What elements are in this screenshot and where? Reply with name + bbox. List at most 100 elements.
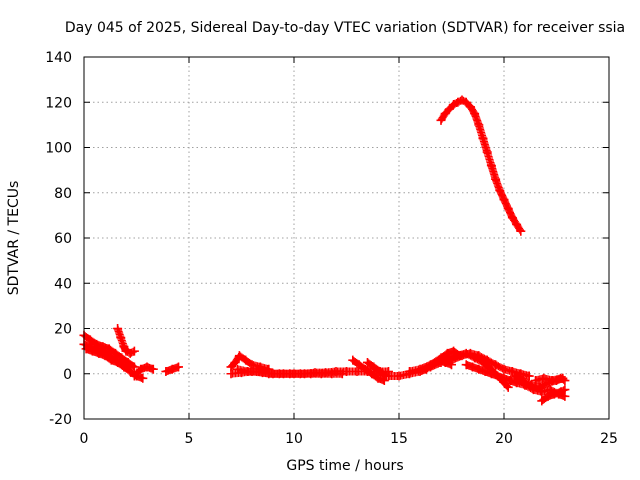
data-point: [87, 346, 97, 356]
data-point: [537, 396, 547, 406]
data-point: [234, 351, 244, 361]
data-point: [474, 351, 484, 361]
data-point: [499, 195, 509, 205]
data-point: [474, 364, 484, 374]
data-point: [491, 174, 501, 184]
data-point: [482, 355, 492, 365]
data-point: [436, 357, 446, 367]
data-point: [547, 376, 557, 386]
data-point: [119, 362, 129, 372]
y-axis-ticks: -20 0 20 40 60 80 100 120 140: [45, 50, 609, 428]
y-tick-label: 140: [45, 50, 72, 66]
data-point: [478, 133, 488, 143]
data-point: [264, 369, 274, 379]
series-track-4: [113, 324, 139, 358]
y-tick-label: -20: [49, 412, 72, 428]
data-point: [306, 369, 316, 379]
data-point: [81, 344, 91, 354]
plot-frame: [83, 56, 610, 420]
data-point: [549, 389, 559, 399]
y-tick-label: 0: [63, 367, 72, 383]
data-point: [243, 366, 253, 376]
x-tick-label: 0: [80, 431, 89, 447]
data-point: [539, 373, 549, 383]
data-point: [507, 213, 517, 223]
data-point: [174, 362, 183, 372]
data-point: [510, 371, 519, 381]
data-points: [79, 95, 570, 406]
data-point: [470, 109, 480, 119]
data-point: [560, 376, 570, 386]
data-point: [482, 147, 492, 157]
data-point: [543, 391, 553, 401]
data-point: [461, 360, 471, 370]
data-point: [373, 373, 383, 383]
data-point: [503, 382, 513, 392]
data-point: [113, 357, 123, 367]
data-point: [493, 371, 503, 381]
data-point: [369, 362, 379, 372]
y-tick-label: 60: [54, 231, 72, 247]
series-track-9: [232, 364, 347, 379]
data-point: [468, 362, 477, 372]
data-point: [461, 97, 471, 107]
series-track-20: [537, 385, 570, 406]
data-point: [507, 366, 517, 376]
data-point: [167, 364, 177, 374]
data-point: [226, 369, 236, 379]
x-axis-label: GPS time / hours: [286, 458, 403, 474]
data-point: [113, 324, 123, 333]
data-point: [295, 369, 305, 379]
series-track-15: [447, 348, 534, 381]
data-point: [352, 366, 362, 376]
data-point: [106, 355, 116, 365]
data-point: [486, 161, 496, 171]
grid: [84, 57, 609, 419]
data-point: [394, 371, 404, 381]
data-point: [241, 355, 251, 365]
data-point: [148, 364, 158, 374]
y-tick-label: 20: [54, 322, 72, 338]
data-point: [465, 102, 475, 112]
data-point: [520, 380, 530, 390]
data-point: [363, 357, 372, 367]
data-point: [480, 366, 490, 376]
data-point: [348, 355, 358, 365]
data-point: [316, 369, 326, 379]
series-track-17: [436, 95, 526, 236]
data-point: [125, 366, 135, 376]
data-point: [375, 366, 385, 376]
data-point: [138, 373, 148, 383]
data-point: [531, 376, 540, 386]
data-point: [100, 351, 110, 361]
data-point: [447, 355, 456, 365]
x-axis-ticks: 0 5 10 15 20 25: [80, 57, 618, 447]
data-point: [560, 385, 570, 395]
data-point: [253, 366, 263, 376]
series-track-3: [81, 344, 148, 383]
data-point: [486, 369, 496, 379]
data-point: [499, 373, 509, 383]
series-track-10: [348, 355, 389, 386]
data-point: [230, 357, 240, 367]
data-point: [285, 369, 295, 379]
data-point: [537, 387, 547, 397]
data-point: [491, 360, 501, 370]
y-tick-label: 80: [54, 186, 72, 202]
data-point: [426, 362, 435, 372]
data-point: [465, 348, 475, 358]
y-tick-label: 40: [54, 276, 72, 292]
data-point: [116, 333, 126, 343]
data-point: [119, 342, 129, 352]
series-track-6: [161, 362, 183, 376]
data-point: [232, 364, 242, 374]
data-point: [367, 369, 377, 379]
data-point: [384, 371, 393, 381]
data-point: [518, 376, 528, 386]
x-tick-label: 5: [185, 431, 194, 447]
data-point: [440, 109, 450, 119]
data-point: [360, 364, 370, 374]
data-point: [474, 120, 484, 130]
data-point: [161, 366, 171, 376]
data-point: [516, 226, 526, 236]
